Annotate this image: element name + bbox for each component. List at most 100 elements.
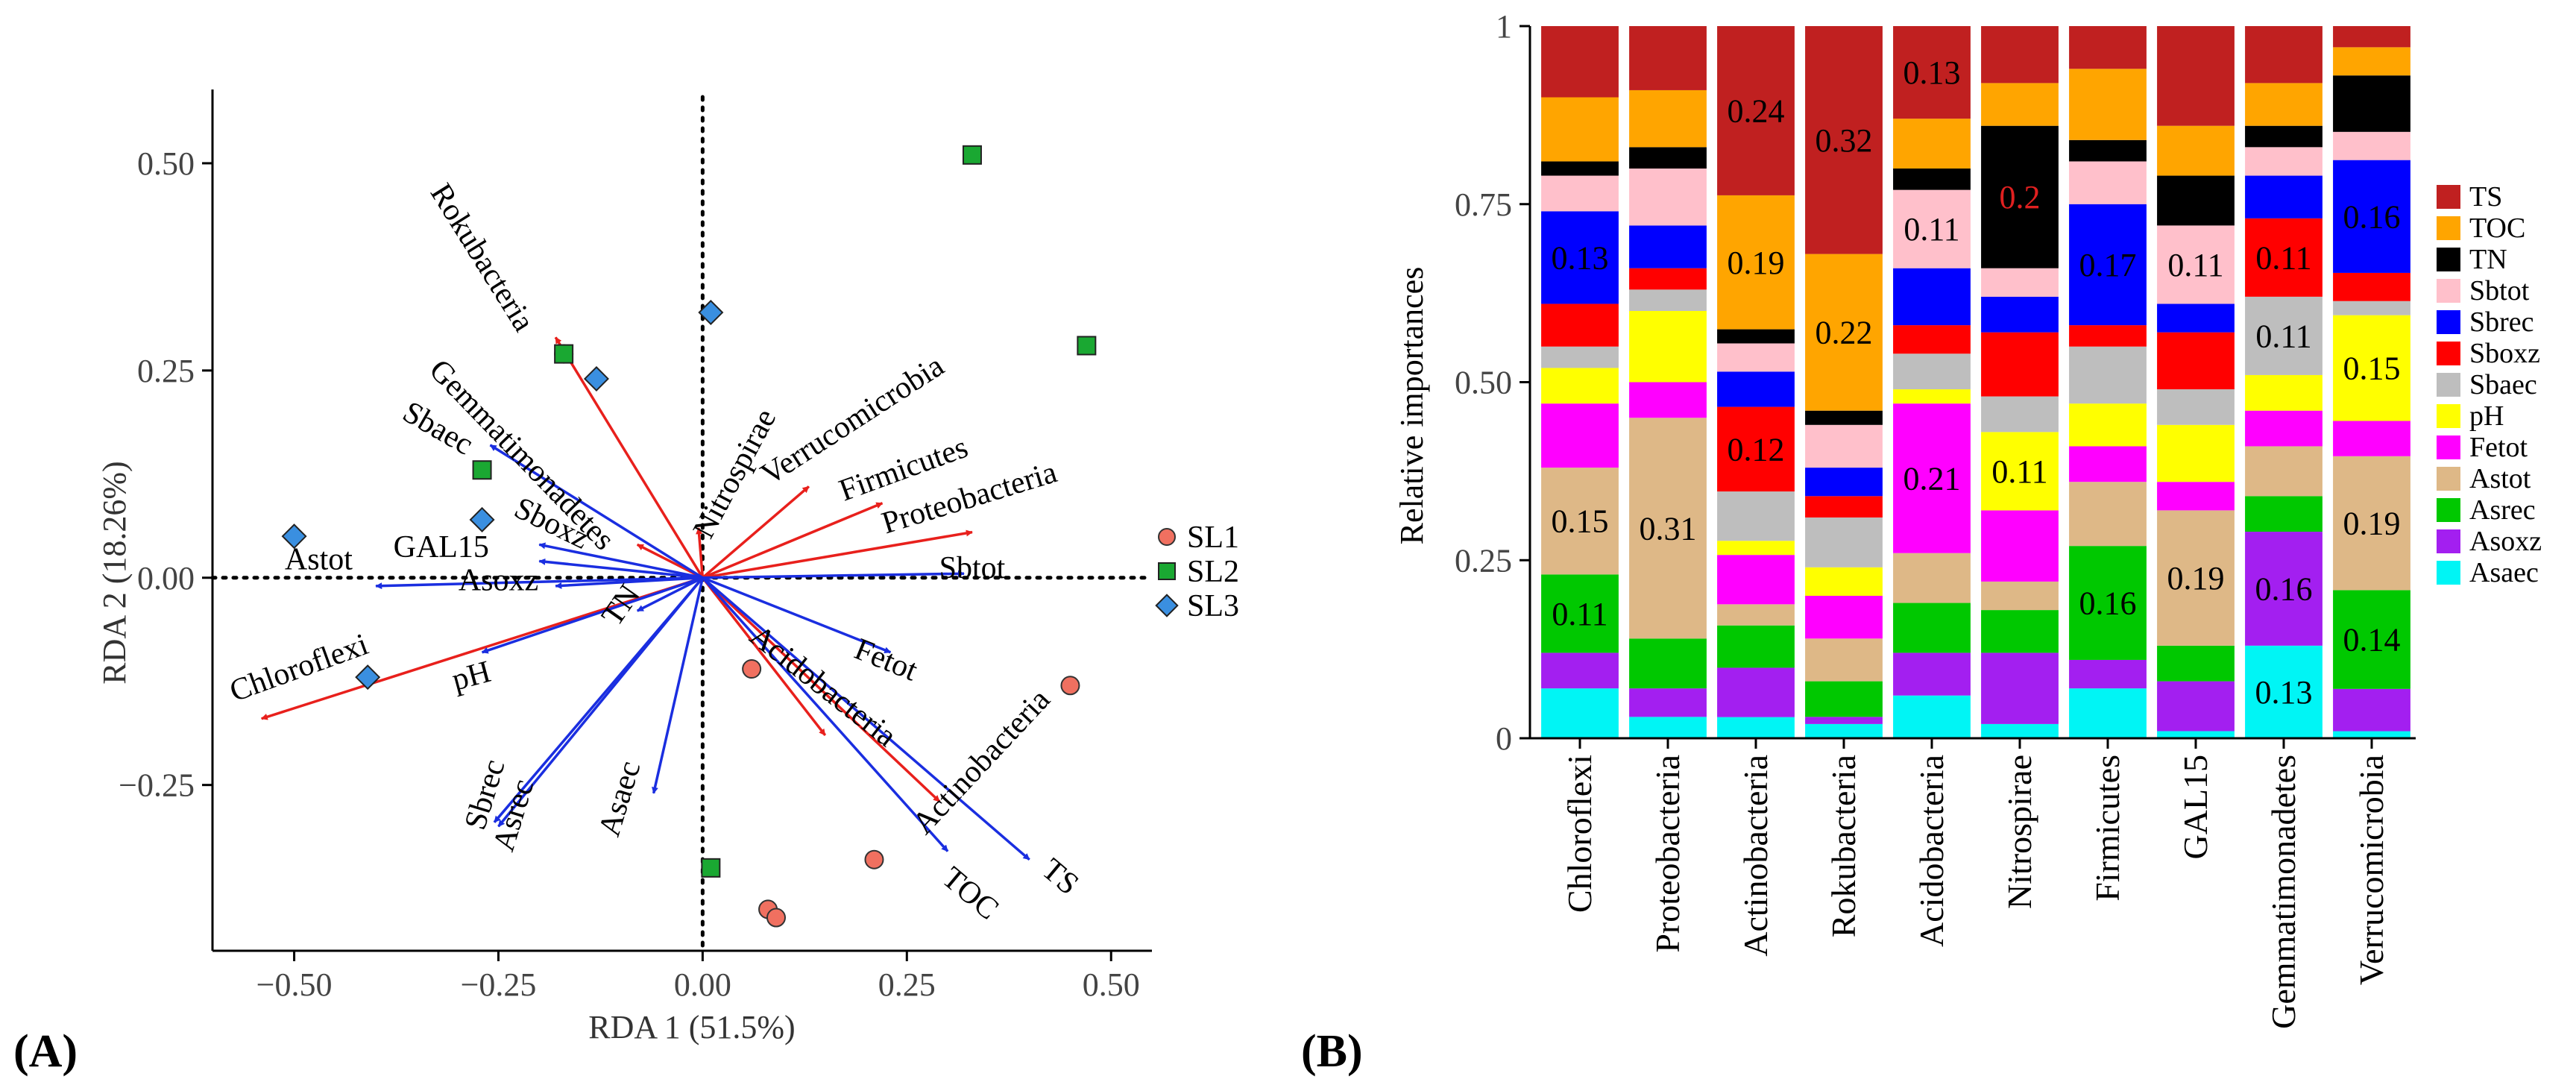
bar-segment-asrec — [2333, 590, 2410, 689]
data-labels: 0.13 0.15 0.11 0.31 0.24 0.19 0.12 0.32 0.22 0.13… — [1552, 54, 2401, 711]
env-arrow-label: Asoxz — [459, 563, 538, 597]
bar-segment-toc — [2333, 47, 2410, 76]
data-label: 0.22 — [1816, 315, 1873, 351]
bar-segment-asrec — [2157, 645, 2235, 682]
x-tick-label: Proteobacteria — [1648, 755, 1687, 953]
bar-segment-ts — [2157, 26, 2235, 126]
bar-segment-sboxz — [1893, 325, 1971, 354]
legend-label: Astot — [2469, 463, 2531, 494]
legend-label: Asaec — [2469, 557, 2539, 588]
point-sl2 — [1077, 336, 1097, 356]
bar-segment-sbrec — [1805, 468, 1883, 497]
y-axis-label: Relative importances — [1394, 267, 1430, 545]
bar-segment-sboxz — [1629, 268, 1707, 290]
legend-swatch-fetot — [2437, 435, 2460, 459]
bar-segment-fetot — [2157, 482, 2235, 511]
legend-swatch-astot — [2437, 467, 2460, 491]
bar-segment-ph — [2157, 424, 2235, 482]
bar-segment-tn — [1629, 147, 1707, 169]
env-arrow-label: TOC — [936, 861, 1005, 927]
bar-segment-sboxz — [1717, 406, 1795, 492]
legend-label: TOC — [2469, 213, 2525, 244]
bar-segment-toc — [2069, 69, 2147, 140]
bar-segment-sbtot — [1981, 268, 2059, 297]
data-label: 0.11 — [2167, 247, 2223, 283]
species-arrow-acidobacteria — [702, 576, 827, 737]
legend-swatch-asaec — [2437, 561, 2460, 585]
bar-segment-tn — [1541, 161, 1619, 176]
env-arrow-label: Sbtot — [939, 551, 1006, 585]
bar-segment-astot — [1893, 553, 1971, 603]
point-sl2 — [962, 145, 982, 165]
bar-segment-asaec — [1893, 695, 1971, 738]
species-arrow-label: Chloroflexi — [225, 627, 373, 708]
point-sl1 — [766, 908, 786, 928]
data-label: 0.11 — [2255, 318, 2311, 354]
bar-segment-astot — [1541, 468, 1619, 575]
data-label: 0.14 — [2343, 622, 2401, 658]
data-label: 0.31 — [1640, 510, 1697, 547]
bar-segment-tn — [2245, 125, 2323, 148]
data-label: 0.32 — [1816, 122, 1873, 159]
y-tick-label: 0.75 — [1455, 186, 1512, 223]
env-arrow-ph — [481, 576, 703, 654]
data-label: 0.21 — [1903, 460, 1961, 497]
species-arrow-label: Rokubacteria — [423, 177, 541, 338]
y-tick-label: 0.50 — [137, 145, 195, 182]
data-label: 0.16 — [2343, 198, 2401, 235]
sample-points — [281, 145, 1097, 928]
x-tick-label: Firmicutes — [2088, 755, 2126, 902]
data-label: 0.2 — [2000, 179, 2041, 216]
bar-segment-ph — [2245, 374, 2323, 411]
x-axis-label: RDA 1 (51.5%) — [588, 1009, 795, 1045]
bar-segment-sbaec — [2333, 301, 2410, 315]
y-tick-label: 0.00 — [137, 560, 195, 597]
bar-segment-asoxz — [1629, 688, 1707, 717]
point-sl1 — [742, 659, 762, 679]
bar-segment-asaec — [1981, 723, 2059, 738]
bar-segment-tn — [1981, 125, 2059, 268]
bar-segment-fetot — [1805, 596, 1883, 639]
legend-marker-sl3 — [1155, 594, 1179, 617]
legend-label: Asoxz — [2469, 526, 2542, 557]
bar-segment-ph — [1981, 432, 2059, 511]
bar-segment-sbtot — [1717, 343, 1795, 372]
x-tick-label: Actinobacteria — [1736, 755, 1774, 957]
legend-label: SL1 — [1187, 521, 1239, 555]
data-label: 0.11 — [1991, 453, 2047, 490]
bar-segment-sbaec — [2157, 389, 2235, 425]
x-tick-label: Verrucomicrobia — [2352, 755, 2390, 985]
bar-segment-ts — [1717, 26, 1795, 195]
env-arrow-asaec — [652, 577, 705, 794]
legend-swatch-tn — [2437, 248, 2460, 271]
bar-segment-toc — [1893, 119, 1971, 169]
bar-segment-toc — [1981, 83, 2059, 126]
bar-segment-ts — [2245, 26, 2323, 84]
bar-segment-sbaec — [1717, 491, 1795, 541]
env-arrow-sbaec — [489, 444, 704, 579]
bar-segment-sbrec — [1893, 268, 1971, 326]
bar-segment-tn — [1805, 410, 1883, 425]
bar-segment-ts — [1541, 26, 1619, 98]
bar-segment-astot — [2333, 456, 2410, 591]
point-sl3 — [281, 523, 307, 550]
point-sl2 — [472, 460, 492, 480]
bar-segment-ph — [2069, 403, 2147, 447]
bar-segment-toc — [1629, 89, 1707, 148]
x-tick-label: 0.00 — [674, 966, 731, 1003]
bar-segment-sbtot — [1541, 175, 1619, 212]
y-tick-label: 1 — [1496, 8, 1512, 45]
arrows-layer — [260, 336, 1030, 861]
bar-segment-sboxz — [1981, 332, 2059, 397]
env-arrow-gal15 — [538, 558, 703, 579]
bar-segment-ts — [1981, 26, 2059, 84]
bar-segment-sbaec — [1805, 517, 1883, 567]
bar-segment-asrec — [1805, 681, 1883, 717]
legend-label: Sbaec — [2469, 369, 2537, 400]
env-arrow-sboxz — [538, 542, 703, 579]
data-label: 0.13 — [1903, 54, 1961, 91]
bar-segment-asoxz — [1717, 667, 1795, 717]
data-label: 0.12 — [1728, 431, 1785, 468]
env-arrow-ts — [702, 576, 1030, 861]
data-label: 0.15 — [2343, 350, 2401, 387]
